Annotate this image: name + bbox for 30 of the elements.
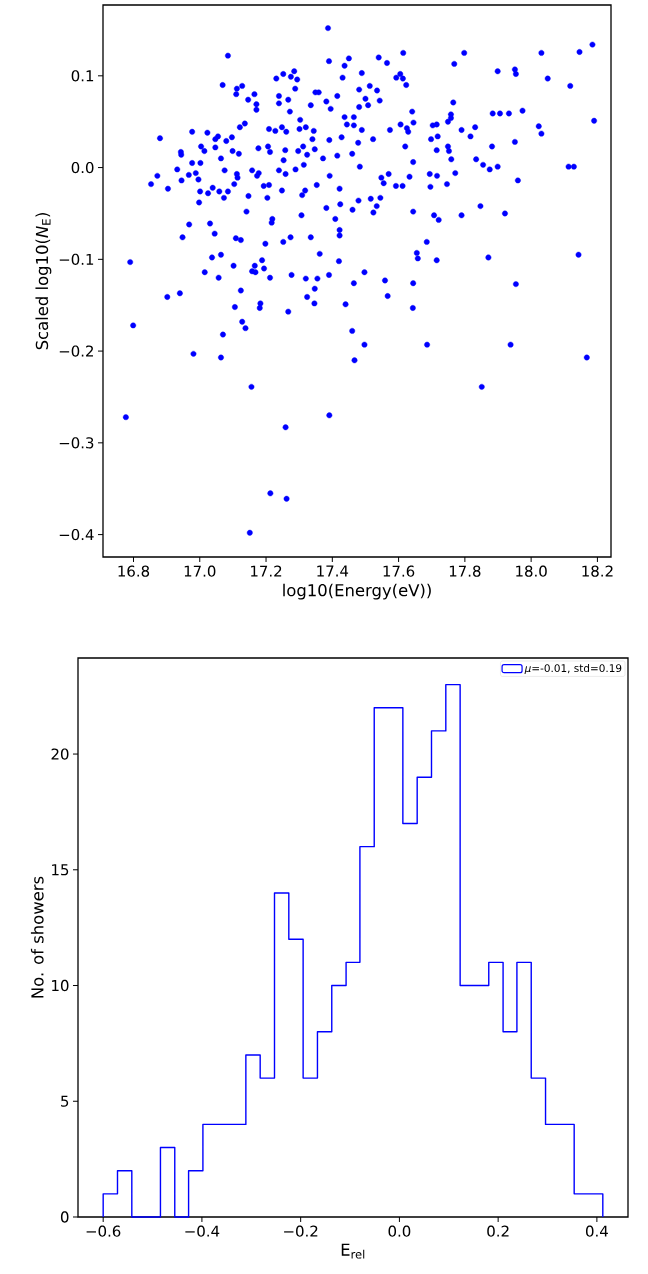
x-tick-label: 17.0	[184, 565, 216, 577]
y-axis-title: No. of showers	[30, 876, 44, 998]
x-tick-label: 0.0	[388, 1225, 411, 1237]
x-tick-label: −0.6	[86, 1225, 121, 1237]
x-tick-label: 0.4	[585, 1225, 608, 1237]
y-tick-label: 5	[61, 1095, 69, 1107]
x-tick-label: 18.2	[582, 565, 613, 577]
x-tick-label: 18.0	[516, 565, 547, 577]
y-tick-label: −0.1	[59, 253, 94, 265]
x-tick-label: −0.2	[284, 1225, 318, 1237]
y-tick-label: 0.0	[71, 161, 94, 174]
y-tick-label: 10	[52, 979, 69, 992]
x-axis-title: E$_{rel}$	[341, 1243, 365, 1259]
x-axis-title: log10(Energy(eV))	[283, 583, 431, 600]
y-tick-label: 15	[52, 864, 69, 876]
y-tick-label: 0.1	[71, 70, 94, 82]
y-tick-label: 20	[51, 748, 69, 760]
x-tick-label: −0.4	[185, 1225, 220, 1237]
y-tick-label: −0.3	[59, 437, 94, 449]
y-tick-label: 0	[60, 1211, 69, 1223]
y-tick-label: −0.2	[59, 345, 93, 357]
legend-label: μ=-0.01, std=0.19	[524, 663, 622, 675]
x-tick-label: 0.2	[487, 1225, 509, 1237]
y-axis-title: Scaled log10(N$_{E}$)	[35, 213, 52, 350]
x-tick-label: 17.4	[317, 565, 349, 577]
x-tick-label: 17.8	[449, 565, 481, 577]
y-tick-label: −0.4	[59, 528, 94, 541]
x-tick-label: 16.8	[118, 565, 150, 577]
x-tick-label: 17.6	[383, 565, 415, 577]
x-tick-label: 17.2	[251, 565, 282, 577]
